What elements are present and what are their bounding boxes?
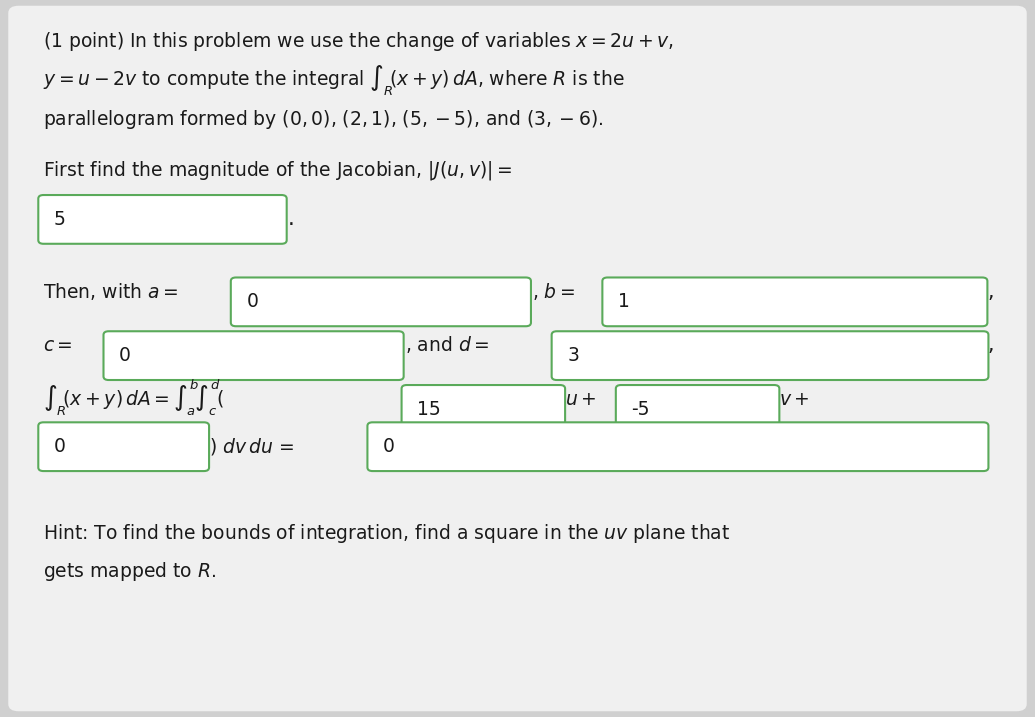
Text: ,: ,	[987, 336, 994, 356]
FancyBboxPatch shape	[402, 385, 565, 434]
Text: $\int_R\!(x + y)\,dA = \int_a^b\!\int_c^d\!($: $\int_R\!(x + y)\,dA = \int_a^b\!\int_c^…	[43, 377, 225, 417]
FancyBboxPatch shape	[616, 385, 779, 434]
Text: ,: ,	[987, 282, 994, 302]
Text: 0: 0	[383, 437, 394, 456]
Text: .: .	[288, 209, 295, 229]
Text: , $b =$: , $b =$	[532, 280, 581, 302]
FancyBboxPatch shape	[38, 195, 287, 244]
Text: Then, with $a =$: Then, with $a =$	[43, 280, 184, 302]
Text: 15: 15	[417, 400, 441, 419]
Text: 0: 0	[119, 346, 130, 365]
Text: 5: 5	[54, 210, 65, 229]
Text: ) $dv\,du$ =: ) $dv\,du$ =	[209, 436, 296, 457]
Text: gets mapped to $R$.: gets mapped to $R$.	[43, 560, 216, 583]
Text: -5: -5	[631, 400, 650, 419]
Text: $v +$: $v +$	[779, 390, 809, 409]
FancyBboxPatch shape	[8, 6, 1027, 711]
FancyBboxPatch shape	[367, 422, 988, 471]
Text: (1 point) In this problem we use the change of variables $x = 2u + v$,: (1 point) In this problem we use the cha…	[43, 29, 675, 52]
Text: parallelogram formed by $(0, 0)$, $(2, 1)$, $(5, -5)$, and $(3, -6)$.: parallelogram formed by $(0, 0)$, $(2, 1…	[43, 108, 603, 131]
FancyBboxPatch shape	[602, 277, 987, 326]
Text: , and $d =$: , and $d =$	[405, 334, 495, 356]
Text: First find the magnitude of the Jacobian, $|J(u, v)| =$: First find the magnitude of the Jacobian…	[43, 159, 512, 182]
Text: 1: 1	[618, 293, 629, 311]
Text: $y = u - 2v$ to compute the integral $\int_R\!(x + y)\,dA$, where $R$ is the: $y = u - 2v$ to compute the integral $\i…	[43, 64, 625, 98]
FancyBboxPatch shape	[231, 277, 531, 326]
Text: 3: 3	[567, 346, 579, 365]
Text: Hint: To find the bounds of integration, find a square in the $uv$ plane that: Hint: To find the bounds of integration,…	[43, 522, 731, 545]
Text: 0: 0	[54, 437, 65, 456]
FancyBboxPatch shape	[38, 422, 209, 471]
Text: 0: 0	[246, 293, 258, 311]
Text: $c =$: $c =$	[43, 336, 79, 356]
FancyBboxPatch shape	[552, 331, 988, 380]
FancyBboxPatch shape	[104, 331, 404, 380]
Text: $u +$: $u +$	[565, 390, 596, 409]
